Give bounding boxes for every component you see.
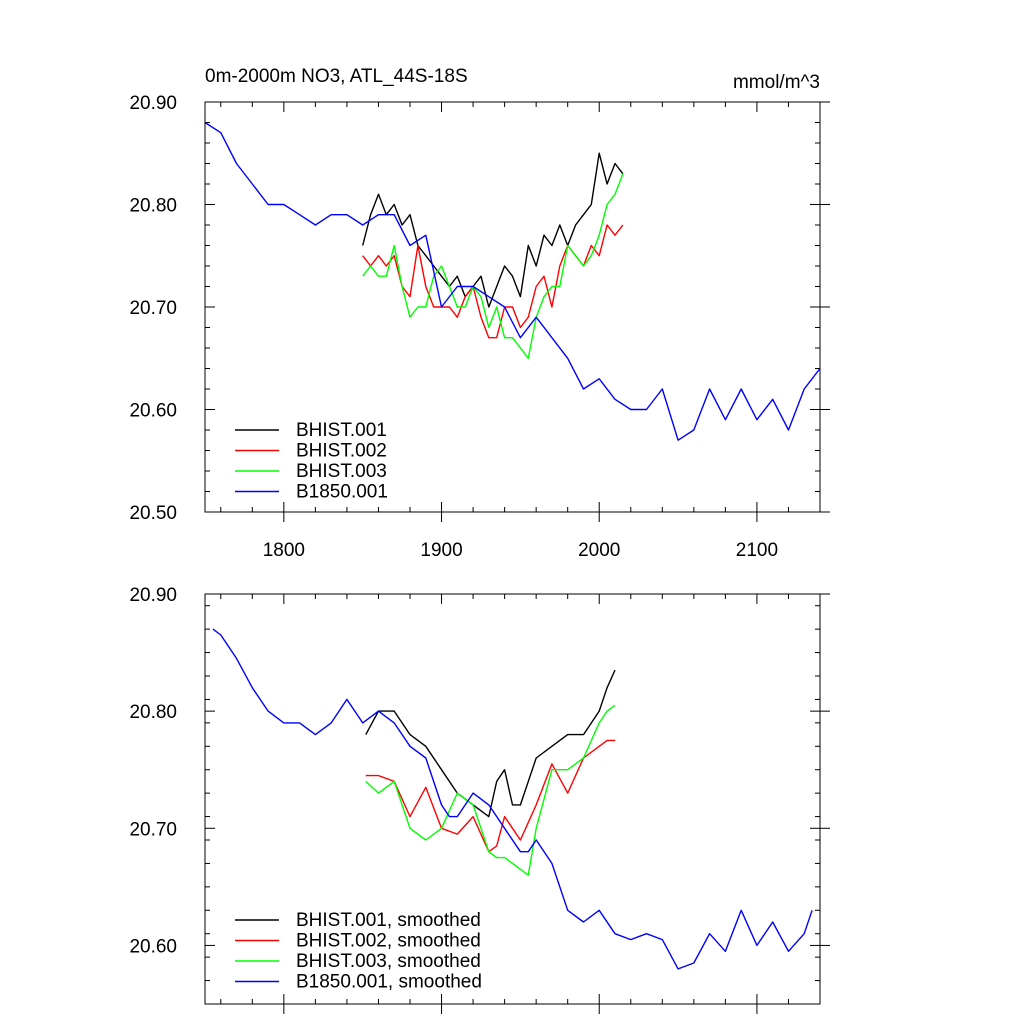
y-tick-label: 20.90 — [129, 585, 177, 606]
top-series-lines — [204, 121, 821, 441]
legend-label: BHIST.003 — [296, 461, 387, 482]
top-units: mmol/m^3 — [733, 72, 820, 93]
x-tick-label: 2000 — [578, 540, 620, 561]
y-tick-label: 20.60 — [129, 401, 177, 422]
top-axis-ticks: 1800 1900 2000 2100 20.50 20.60 20.70 20.80 20.9… — [129, 93, 830, 561]
legend-label: BHIST.003, smoothed — [296, 951, 481, 972]
legend-label: BHIST.001, smoothed — [296, 910, 481, 931]
y-tick-label: 20.50 — [129, 503, 177, 524]
y-tick-label: 20.80 — [129, 196, 177, 217]
legend-label: BHIST.002, smoothed — [296, 931, 481, 952]
top-plot-frame — [204, 101, 821, 513]
bottom-plot-frame — [204, 593, 821, 1005]
x-tick-label: 2100 — [736, 540, 778, 561]
bottom-series-lines — [212, 628, 813, 970]
top-panel: 0m-2000m NO3, ATL_44S-18S mmol/m^3 1800 1… — [129, 66, 830, 561]
legend-label: BHIST.002 — [296, 441, 387, 462]
y-tick-label: 20.60 — [129, 936, 177, 957]
y-tick-label: 20.70 — [129, 298, 177, 319]
series-line-1 — [365, 669, 616, 818]
y-tick-label: 20.70 — [129, 819, 177, 840]
series-line-2 — [365, 739, 615, 853]
bottom-panel: 20.60 20.70 20.80 20.90 BHIST.001, smoothed… — [129, 585, 830, 1014]
legend-label: BHIST.001 — [296, 420, 387, 441]
series-line-4 — [204, 121, 821, 441]
y-tick-label: 20.80 — [129, 702, 177, 723]
series-line-1 — [362, 152, 624, 308]
series-line-3 — [362, 173, 624, 359]
bottom-axis-ticks: 20.60 20.70 20.80 20.90 — [129, 585, 830, 1014]
series-line-3 — [365, 704, 616, 876]
x-tick-label: 1800 — [263, 540, 305, 561]
legend-label: B1850.001, smoothed — [296, 972, 482, 993]
top-title: 0m-2000m NO3, ATL_44S-18S — [205, 66, 468, 87]
y-tick-label: 20.90 — [129, 93, 177, 114]
legend-label: B1850.001 — [296, 482, 388, 503]
series-line-4 — [212, 628, 813, 970]
x-tick-label: 1900 — [420, 540, 462, 561]
